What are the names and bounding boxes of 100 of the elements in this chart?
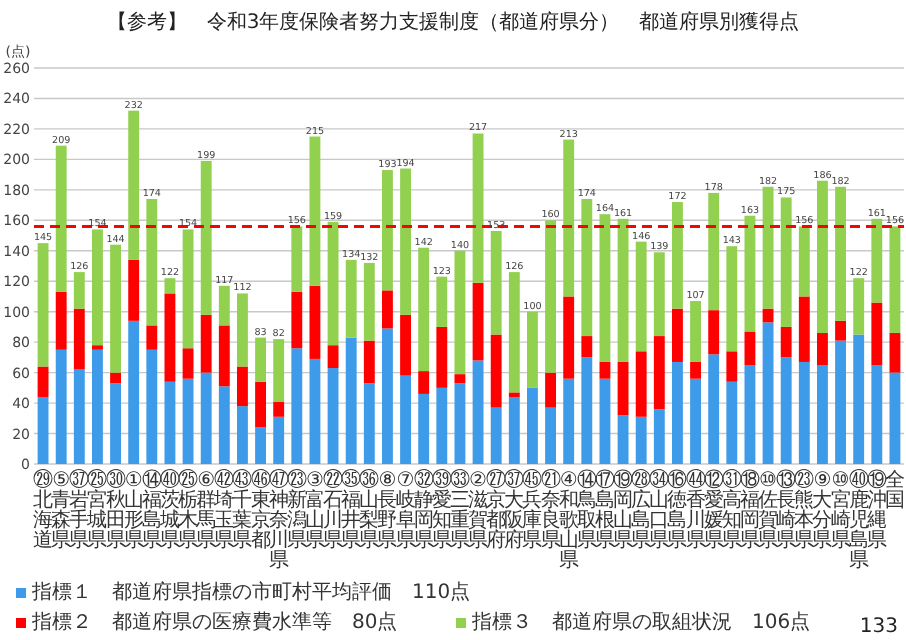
bar	[817, 365, 828, 464]
bar	[273, 401, 285, 417]
bar	[146, 198, 158, 326]
x-tick-label: ㊱山梨県	[359, 470, 380, 552]
bar	[853, 278, 865, 335]
bar	[327, 368, 339, 464]
bar	[327, 345, 339, 369]
bar	[164, 278, 176, 294]
bar	[798, 361, 810, 464]
bar	[345, 259, 357, 338]
bar	[327, 221, 339, 346]
x-tick-label: ㉙北海道	[33, 468, 54, 552]
bar	[708, 192, 720, 311]
bar	[436, 326, 448, 388]
bar	[472, 360, 484, 464]
bar	[92, 229, 103, 346]
x-tick-label: ㉕宮城県	[85, 468, 108, 552]
x-tick-label: ㉗京都府	[486, 468, 507, 552]
bar	[871, 218, 883, 303]
bar	[164, 293, 176, 382]
x-tick-label: ㉞山口県	[649, 468, 670, 552]
x-tick-label: ㊲大阪府	[504, 468, 525, 552]
x-tick-label: ⑭鳥取県	[574, 468, 597, 552]
x-tick-label: ④和歌山県	[558, 470, 579, 572]
bar	[889, 333, 901, 373]
bar	[92, 349, 103, 464]
x-tick-label: ㉘広島県	[631, 468, 652, 552]
bar	[200, 372, 212, 464]
x-tick-label: ㊻東京都	[250, 468, 271, 552]
bar	[237, 406, 248, 464]
x-tick-label: ㊴愛知県	[431, 470, 452, 552]
bar	[363, 383, 375, 464]
bar	[672, 202, 683, 309]
bar	[672, 361, 683, 464]
x-tick-label: ⑰島根県	[594, 468, 615, 552]
text: 133	[859, 616, 898, 638]
bar	[363, 262, 375, 341]
bar	[128, 110, 140, 260]
x-tick-label: ㉑奈良県	[540, 468, 561, 552]
x-tick-label: ⑬長崎県	[776, 468, 797, 552]
x-tick-label: ②滋賀県	[468, 470, 489, 552]
bar	[472, 133, 484, 283]
bar	[291, 226, 303, 292]
bar	[708, 354, 720, 464]
x-tick-label: ㊸千葉県	[232, 468, 253, 552]
bar	[635, 241, 647, 352]
bar	[73, 272, 85, 309]
bar	[146, 349, 158, 464]
bar	[889, 226, 901, 334]
bar	[672, 308, 683, 362]
bar	[182, 348, 194, 379]
bar	[291, 291, 303, 349]
x-tick-label: ㊺兵庫県	[522, 468, 543, 552]
bar	[55, 349, 67, 464]
bar	[110, 244, 121, 373]
bar	[545, 407, 556, 464]
bar	[563, 296, 575, 379]
bar	[853, 334, 865, 464]
x-tick-label: ㊼神奈川県	[268, 468, 289, 572]
x-tick-label: ⑦岐阜県	[395, 470, 416, 552]
bar	[400, 168, 411, 315]
bar	[835, 320, 846, 341]
bar	[309, 136, 321, 286]
bar	[581, 336, 593, 358]
bar	[273, 339, 285, 402]
bar	[635, 416, 647, 464]
bar	[563, 139, 575, 297]
bar	[762, 322, 774, 464]
bar	[382, 328, 393, 464]
x-tick-label: ㊹香川県	[685, 468, 706, 552]
bar	[182, 378, 194, 464]
bar	[762, 186, 774, 309]
bar	[454, 383, 466, 464]
bar	[871, 302, 883, 365]
chart-title: 【参考】 令和3年度保険者努力支援制度（都道府県分） 都道府県別獲得点	[106, 10, 800, 34]
bar	[128, 320, 140, 464]
bar	[55, 291, 67, 350]
bar	[255, 337, 266, 382]
bar	[37, 396, 49, 464]
bar	[599, 361, 611, 379]
bar	[744, 365, 756, 464]
x-tick-label: ㉒石川県	[323, 468, 344, 552]
bar	[400, 375, 411, 464]
x-tick-label: ㉛高知県	[721, 468, 742, 552]
bar	[382, 290, 393, 329]
bar	[508, 396, 520, 464]
bar	[309, 285, 321, 359]
bar	[617, 218, 629, 362]
bar	[363, 340, 375, 384]
bar	[490, 334, 502, 408]
bar	[527, 387, 538, 464]
bar	[237, 366, 248, 407]
bar	[527, 311, 538, 388]
bar	[690, 301, 701, 362]
bar	[581, 198, 593, 337]
bar	[617, 415, 629, 464]
bar	[382, 170, 393, 291]
bar	[436, 387, 448, 464]
x-tick-label: ⑧長野県	[377, 470, 398, 552]
bar	[780, 197, 792, 327]
